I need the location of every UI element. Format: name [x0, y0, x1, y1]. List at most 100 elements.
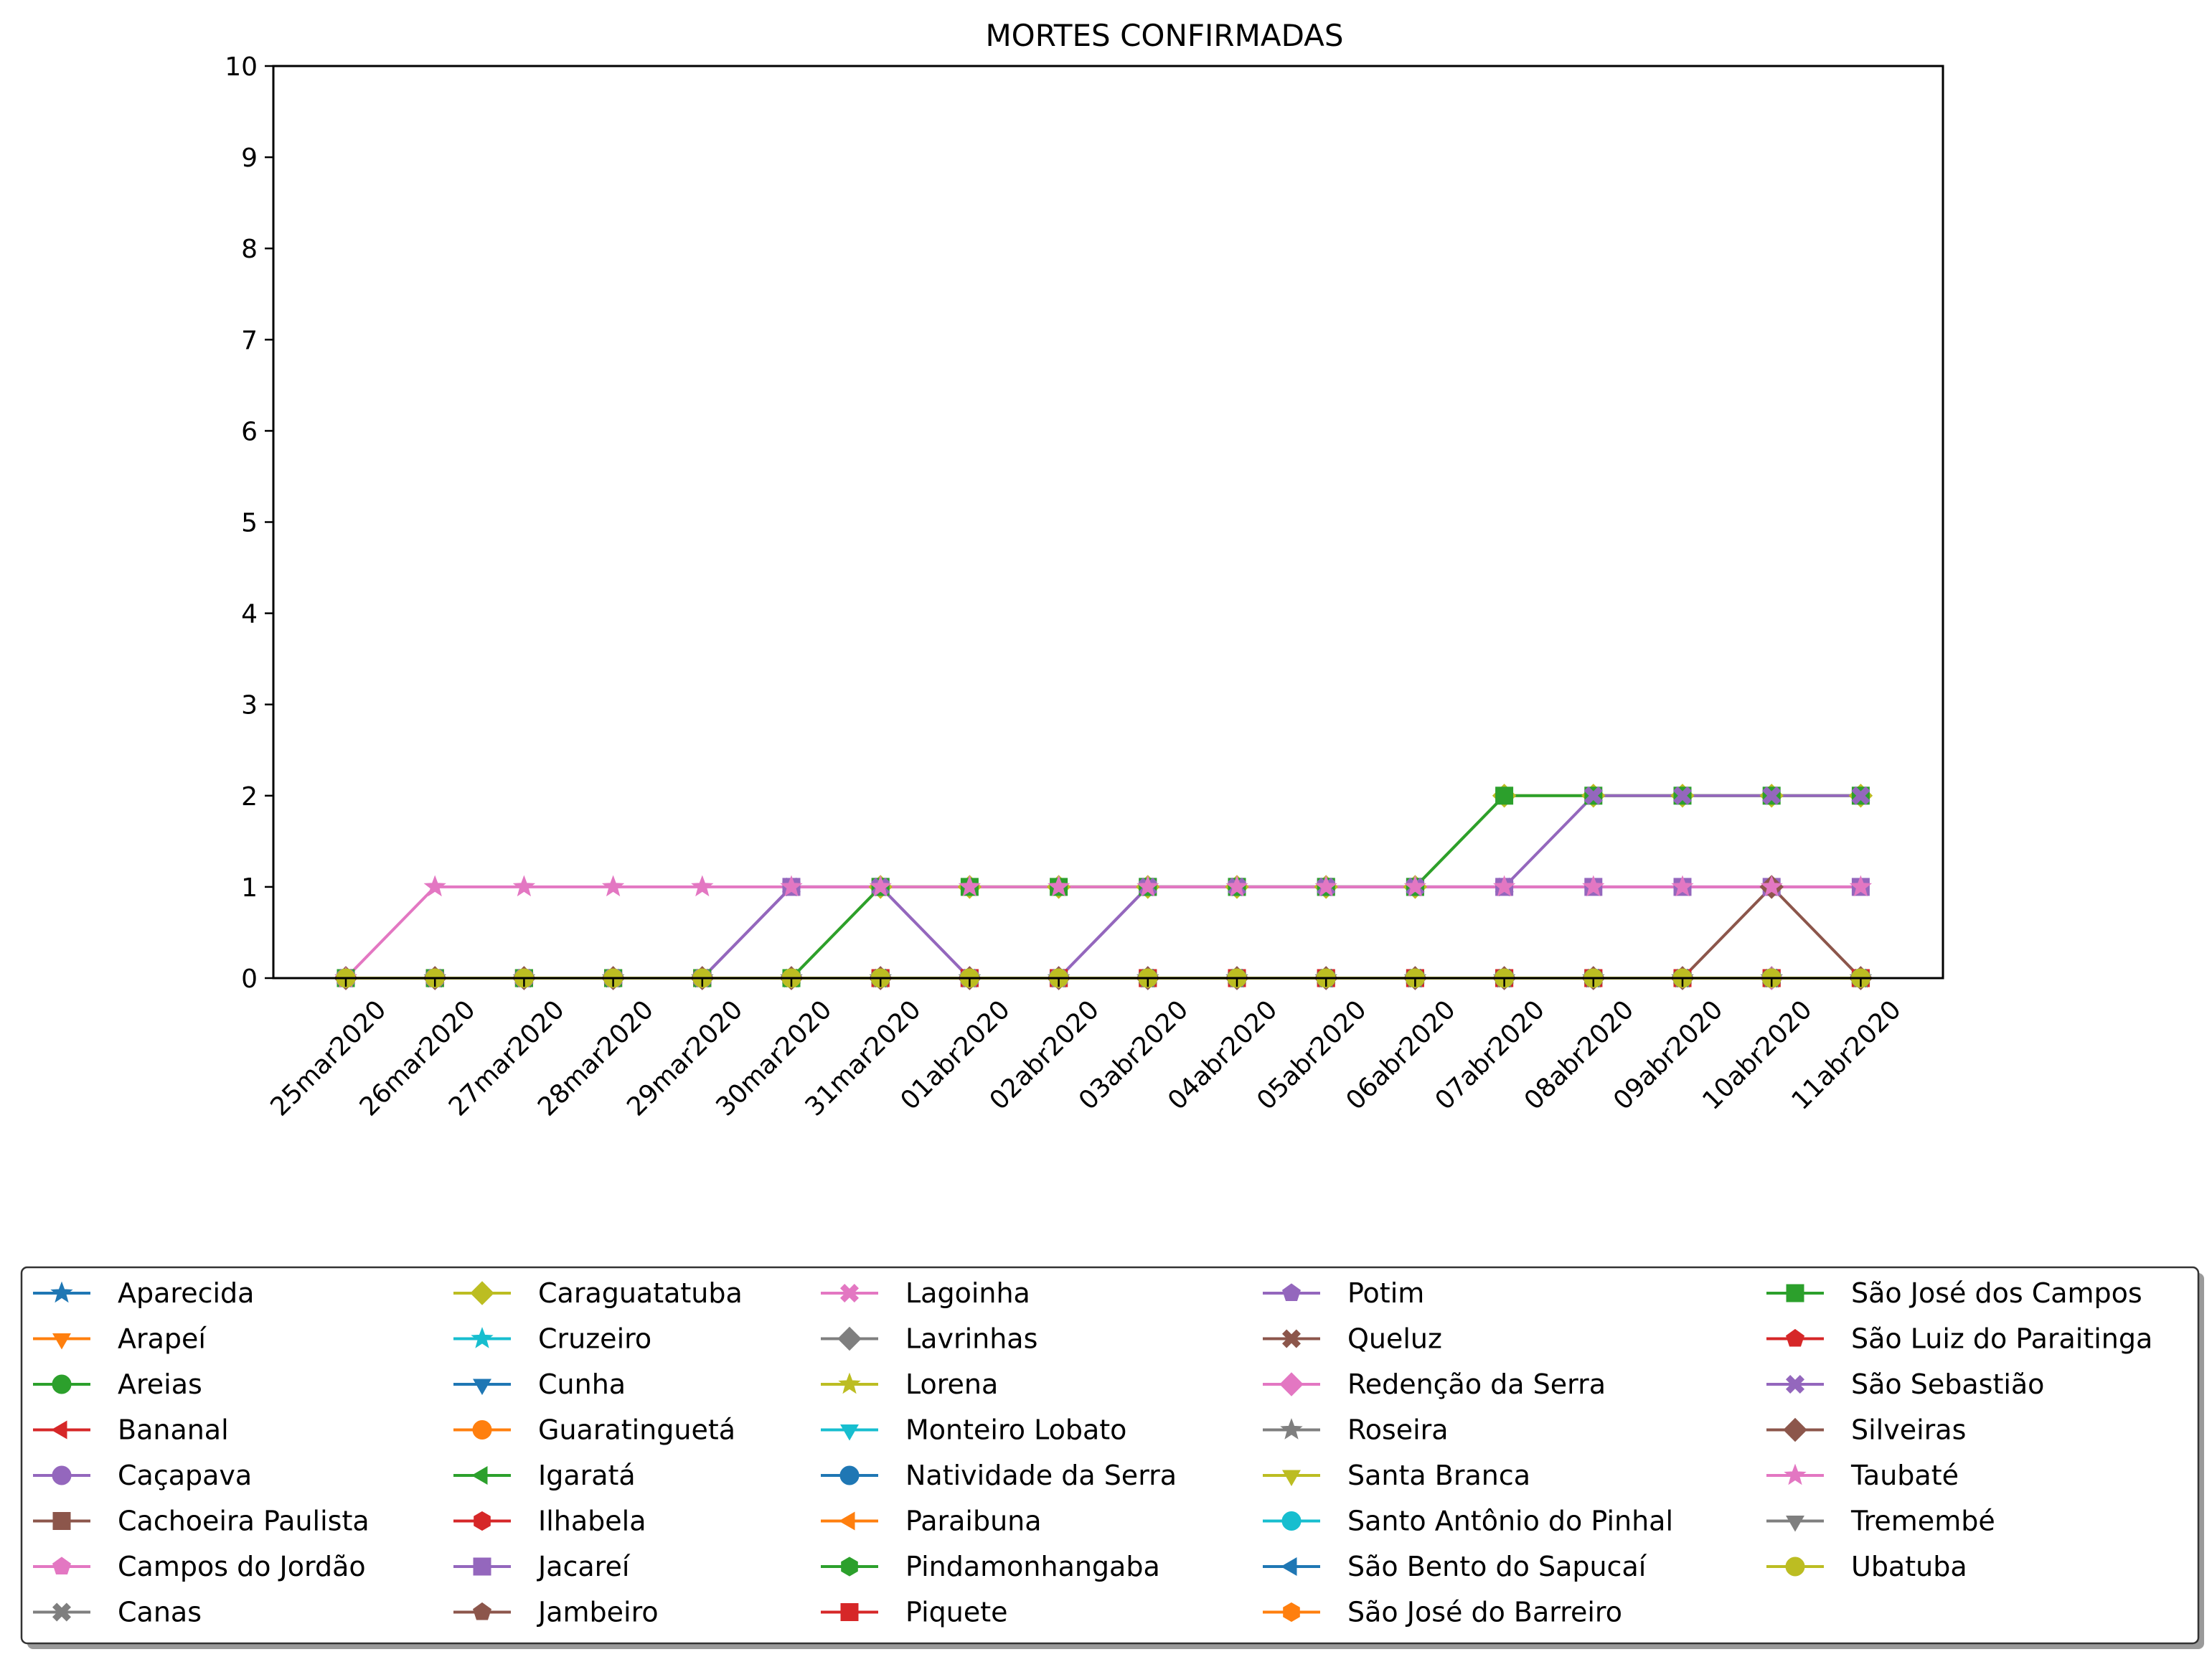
chart-title: MORTES CONFIRMADAS — [985, 18, 1343, 53]
data-point-taubate — [1314, 875, 1337, 897]
legend-marker — [52, 1557, 71, 1574]
data-point-taubate — [1225, 875, 1248, 897]
data-point-sao-sebastiao — [1583, 786, 1603, 805]
legend-label: Igaratá — [538, 1460, 636, 1491]
legend-entry-taubate: Taubaté — [1766, 1460, 1959, 1491]
legend-marker — [839, 1465, 860, 1485]
legend-entry-cruzeiro: Cruzeiro — [453, 1323, 651, 1355]
data-point-taubate — [512, 875, 536, 897]
y-tick-label: 8 — [241, 235, 258, 264]
legend-marker — [470, 1281, 494, 1305]
legend-entry-piquete: Piquete — [821, 1597, 1008, 1628]
legend-label: Natividade da Serra — [905, 1460, 1177, 1491]
legend-label: Potim — [1347, 1277, 1424, 1309]
legend-marker — [1280, 1418, 1303, 1440]
legend-label: Redenção da Serra — [1347, 1368, 1606, 1400]
y-axis: 0 1 2 3 4 5 6 7 8 9 10 — [225, 52, 273, 994]
legend-entry-redencao-da-serra: Redenção da Serra — [1263, 1368, 1606, 1400]
legend-label: Canas — [118, 1597, 202, 1628]
legend-marker — [471, 1466, 488, 1485]
data-point-taubate — [423, 875, 446, 897]
legend-label: Caraguatatuba — [538, 1277, 743, 1309]
legend-entry-lavrinhas: Lavrinhas — [821, 1323, 1037, 1355]
legend-marker — [50, 1281, 73, 1303]
legend-entry-lagoinha: Lagoinha — [821, 1277, 1030, 1309]
legend-label: Jambeiro — [537, 1597, 659, 1628]
legend-marker — [471, 1327, 494, 1348]
legend-entry-areias: Areias — [33, 1368, 202, 1400]
legend-label: Piquete — [905, 1597, 1008, 1628]
legend-label: Cachoeira Paulista — [118, 1506, 370, 1537]
legend-marker — [1283, 1602, 1300, 1623]
y-tick-label: 1 — [241, 873, 258, 903]
legend-entry-arapei: Arapeí — [33, 1323, 207, 1355]
legend-marker — [474, 1511, 491, 1531]
legend-marker — [1786, 1284, 1804, 1302]
legend-entry-ilhabela: Ilhabela — [453, 1506, 646, 1537]
data-point-taubate — [691, 875, 714, 897]
legend-entry-sao-jose-dos-campos: São José dos Campos — [1766, 1277, 2142, 1309]
y-tick-label: 0 — [241, 964, 258, 994]
legend-entry-cacapava: Caçapava — [33, 1460, 252, 1491]
legend-label: São Sebastião — [1851, 1368, 2044, 1400]
legend-label: Lorena — [905, 1368, 998, 1400]
data-point-sao-sebastiao — [1762, 786, 1782, 805]
data-point-taubate — [869, 875, 892, 897]
legend-entry-canas: Canas — [33, 1597, 202, 1628]
legend-label: Caçapava — [118, 1460, 252, 1491]
legend-marker — [1281, 1511, 1302, 1531]
legend-entry-sao-luiz-do-paraitinga: São Luiz do Paraitinga — [1766, 1323, 2152, 1355]
legend-marker — [840, 1424, 859, 1441]
legend-label: Tremembé — [1850, 1506, 1995, 1537]
legend-marker — [1786, 1328, 1804, 1347]
data-point-taubate — [1136, 875, 1159, 897]
legend-entry-guaratingueta: Guaratinguetá — [453, 1414, 735, 1446]
legend-entry-jacarei: Jacareí — [453, 1551, 631, 1582]
data-point-taubate — [601, 875, 625, 897]
legend-label: Bananal — [118, 1414, 229, 1446]
legend-label: Roseira — [1347, 1414, 1449, 1446]
legend-marker — [838, 1372, 861, 1394]
legend-label: Campos do Jordão — [118, 1551, 366, 1582]
y-tick-label: 5 — [241, 509, 258, 538]
y-tick-label: 4 — [241, 600, 258, 629]
legend-label: Ilhabela — [538, 1506, 646, 1537]
legend-label: Jacareí — [537, 1551, 631, 1582]
legend-marker — [839, 1283, 860, 1303]
data-point-taubate — [1492, 875, 1516, 897]
data-point-sao-jose-dos-campos — [1495, 787, 1514, 805]
legend-entry-cachoeira-paulista: Cachoeira Paulista — [33, 1506, 370, 1537]
legend-label: São José do Barreiro — [1347, 1597, 1622, 1628]
legend-entry-sao-bento-do-sapucai: São Bento do Sapucaí — [1263, 1551, 1647, 1582]
legend-marker — [1282, 1470, 1301, 1487]
legend-label: Guaratinguetá — [538, 1414, 735, 1446]
legend-entry-cunha: Cunha — [453, 1368, 626, 1400]
legend-label: Taubaté — [1850, 1460, 1959, 1491]
y-tick-label: 10 — [225, 52, 258, 82]
legend-label: São Luiz do Paraitinga — [1851, 1323, 2152, 1355]
legend-marker — [1783, 1417, 1807, 1442]
legend-entry-roseira: Roseira — [1263, 1414, 1449, 1446]
data-point-taubate — [1403, 875, 1427, 897]
y-tick-label: 9 — [241, 144, 258, 173]
legend-entry-igarata: Igaratá — [453, 1460, 636, 1491]
legend-label: Santo Antônio do Pinhal — [1347, 1506, 1673, 1537]
legend-entry-silveiras: Silveiras — [1766, 1414, 1966, 1446]
legend-marker — [841, 1557, 858, 1577]
data-point-taubate — [958, 875, 982, 897]
legend-marker — [1281, 1329, 1302, 1348]
legend-marker — [472, 1420, 492, 1440]
legend-label: Lagoinha — [905, 1277, 1030, 1309]
legend-label: Areias — [118, 1368, 202, 1400]
legend-marker — [838, 1511, 855, 1531]
legend-label: Paraibuna — [905, 1506, 1042, 1537]
data-point-taubate — [1760, 875, 1783, 897]
legend-entry-campos-do-jordao: Campos do Jordão — [33, 1551, 366, 1582]
legend-entry-sao-jose-do-barreiro: São José do Barreiro — [1263, 1597, 1622, 1628]
legend-entry-potim: Potim — [1263, 1277, 1424, 1309]
legend-label: São José dos Campos — [1851, 1277, 2142, 1309]
legend-entry-queluz: Queluz — [1263, 1323, 1442, 1355]
legend-entry-jambeiro: Jambeiro — [453, 1597, 659, 1628]
legend-marker — [840, 1603, 859, 1621]
legend-entry-monteiro-lobato: Monteiro Lobato — [821, 1414, 1126, 1446]
